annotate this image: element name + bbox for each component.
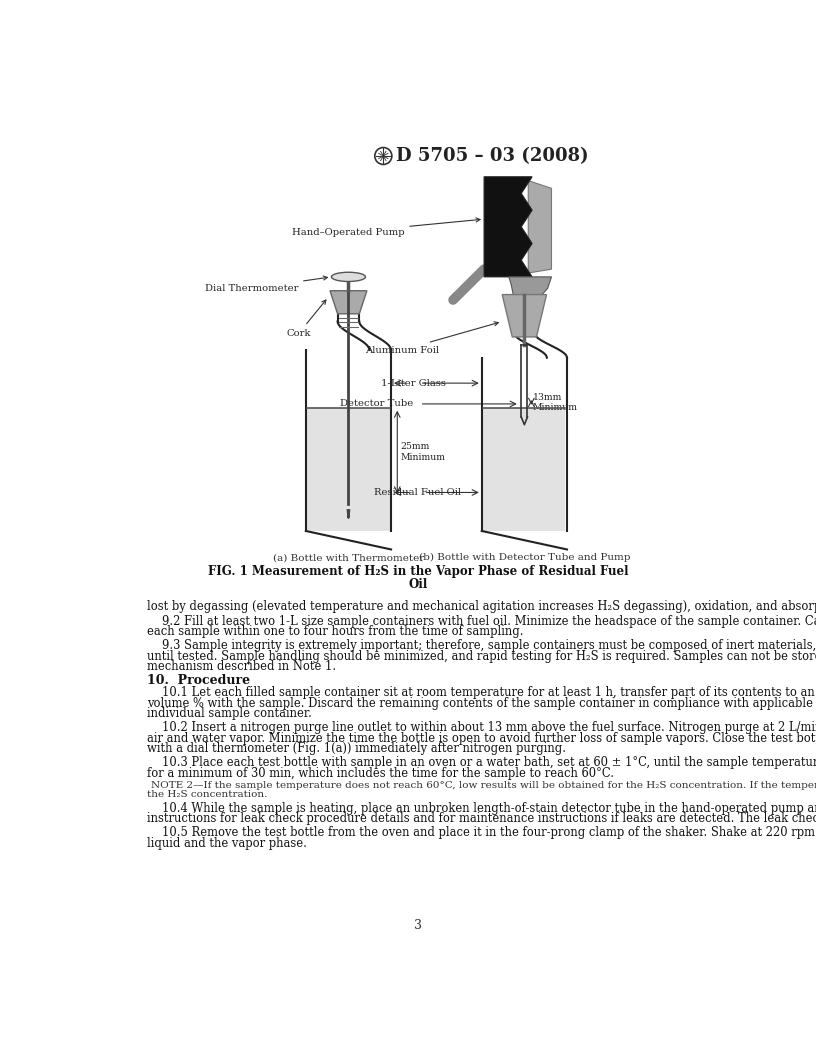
Text: 25mm
Minimum: 25mm Minimum — [401, 442, 446, 461]
Text: for a minimum of 30 min, which includes the time for the sample to reach 60°C.: for a minimum of 30 min, which includes … — [147, 767, 614, 779]
Text: 10.5 Remove the test bottle from the oven and place it in the four-prong clamp o: 10.5 Remove the test bottle from the ove… — [162, 826, 816, 840]
Polygon shape — [330, 290, 367, 314]
Text: Hand–Operated Pump: Hand–Operated Pump — [291, 218, 480, 237]
Text: Residual Fuel Oil: Residual Fuel Oil — [374, 488, 461, 497]
Text: until tested. Sample handling should be minimized, and rapid testing for H₂S is : until tested. Sample handling should be … — [147, 649, 816, 662]
Text: liquid and the vapor phase.: liquid and the vapor phase. — [147, 836, 307, 850]
Text: volume % with the sample. Discard the remaining contents of the sample container: volume % with the sample. Discard the re… — [147, 697, 816, 710]
Text: each sample within one to four hours from the time of sampling.: each sample within one to four hours fro… — [147, 625, 523, 638]
Text: lost by degassing (elevated temperature and mechanical agitation increases H₂S d: lost by degassing (elevated temperature … — [147, 600, 816, 614]
Text: 10.2 Insert a nitrogen purge line outlet to within about 13 mm above the fuel su: 10.2 Insert a nitrogen purge line outlet… — [162, 721, 816, 734]
Ellipse shape — [331, 272, 366, 282]
Text: 10.3 Place each test bottle with sample in an oven or a water bath, set at 60 ± : 10.3 Place each test bottle with sample … — [162, 756, 816, 769]
Text: Cork: Cork — [286, 300, 326, 338]
Text: instructions for leak check procedure details and for maintenance instructions i: instructions for leak check procedure de… — [147, 812, 816, 825]
Polygon shape — [502, 295, 547, 337]
Polygon shape — [528, 181, 552, 274]
Polygon shape — [483, 408, 565, 531]
Text: 9.3 Sample integrity is extremely important; therefore, sample containers must b: 9.3 Sample integrity is extremely import… — [162, 639, 816, 653]
Text: Aluminum Foil: Aluminum Foil — [365, 322, 499, 355]
Text: 9.2 Fill at least two 1-L size sample containers with fuel oil. Minimize the hea: 9.2 Fill at least two 1-L size sample co… — [162, 615, 816, 627]
Text: (b) Bottle with Detector Tube and Pump: (b) Bottle with Detector Tube and Pump — [419, 553, 630, 563]
Text: air and water vapor. Minimize the time the bottle is open to avoid further loss : air and water vapor. Minimize the time t… — [147, 732, 816, 744]
Text: 3: 3 — [415, 920, 422, 932]
Polygon shape — [484, 176, 532, 277]
Text: mechanism described in Note 1.: mechanism described in Note 1. — [147, 660, 336, 673]
Polygon shape — [308, 408, 389, 531]
Text: D 5705 – 03 (2008): D 5705 – 03 (2008) — [397, 147, 589, 165]
Text: 10.1 Let each filled sample container sit at room temperature for at least 1 h, : 10.1 Let each filled sample container si… — [162, 686, 816, 699]
Text: Dial Thermometer: Dial Thermometer — [205, 276, 327, 293]
Text: (a) Bottle with Thermometer: (a) Bottle with Thermometer — [273, 553, 424, 563]
Text: 1-Liter Glass: 1-Liter Glass — [381, 379, 446, 388]
Text: Detector Tube: Detector Tube — [340, 399, 414, 409]
Text: 10.4 While the sample is heating, place an unbroken length-of-stain detector tub: 10.4 While the sample is heating, place … — [162, 802, 816, 814]
Text: Oil: Oil — [409, 578, 428, 590]
Text: 10.  Procedure: 10. Procedure — [147, 674, 250, 687]
Polygon shape — [509, 277, 552, 307]
Text: NOTE 2—If the sample temperature does not reach 60°C, low results will be obtain: NOTE 2—If the sample temperature does no… — [151, 780, 816, 790]
Text: 13mm
Minimum: 13mm Minimum — [533, 393, 578, 412]
Text: the H₂S concentration.: the H₂S concentration. — [147, 790, 268, 799]
Text: with a dial thermometer (Fig. 1(a)) immediately after nitrogen purging.: with a dial thermometer (Fig. 1(a)) imme… — [147, 742, 566, 755]
Text: FIG. 1 Measurement of H₂S in the Vapor Phase of Residual Fuel: FIG. 1 Measurement of H₂S in the Vapor P… — [208, 565, 628, 579]
Text: individual sample container.: individual sample container. — [147, 706, 312, 720]
